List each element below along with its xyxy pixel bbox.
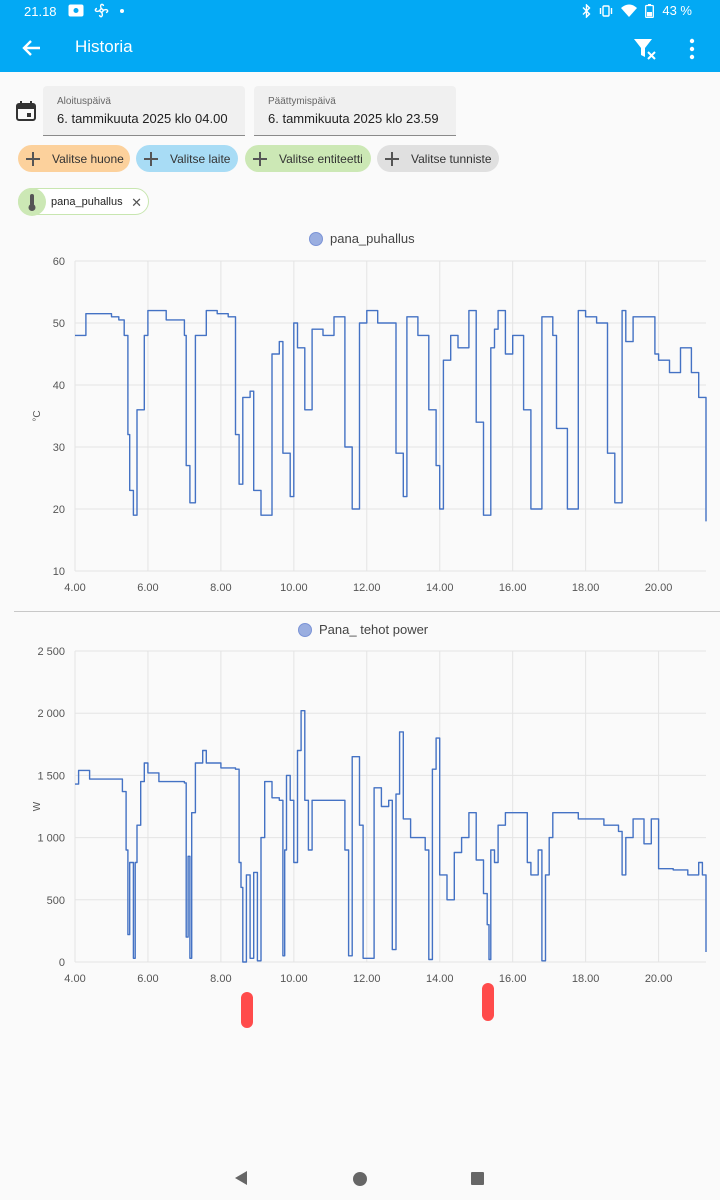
nav-back-icon[interactable]: [234, 1170, 248, 1186]
calendar-icon: [16, 101, 36, 121]
add-icon: [144, 151, 158, 166]
red-annotation-mark: [241, 992, 253, 1028]
x-tick-label: 20.00: [645, 582, 673, 594]
add-icon: [26, 151, 40, 166]
chart2-legend[interactable]: Pana_ tehot power: [298, 622, 428, 637]
chart1-legend[interactable]: pana_puhallus: [309, 231, 415, 246]
y-tick-label: 30: [53, 442, 65, 454]
y-tick-label: 40: [53, 380, 65, 392]
series-line-2: [75, 710, 707, 963]
x-tick-label: 18.00: [572, 973, 600, 985]
select-room-chip[interactable]: Valitse huone: [18, 145, 130, 172]
select-device-chip[interactable]: Valitse laite: [136, 145, 238, 172]
y-tick-label: 20: [53, 504, 65, 516]
nav-home-icon[interactable]: [353, 1172, 367, 1186]
x-tick-label: 14.00: [426, 973, 454, 985]
select-room-label: Valitse huone: [52, 151, 124, 166]
wifi-icon: [621, 4, 638, 17]
x-tick-label: 12.00: [353, 973, 381, 985]
x-tick-label: 20.00: [645, 973, 673, 985]
x-tick-label: 6.00: [137, 973, 158, 985]
x-tick-label: 18.00: [572, 582, 600, 594]
cast-icon: [68, 4, 84, 17]
y-tick-label: 1 500: [37, 770, 65, 782]
x-tick-label: 4.00: [64, 582, 85, 594]
selected-entity-name: pana_puhallus: [51, 196, 123, 208]
select-device-label: Valitse laite: [170, 151, 231, 166]
y-tick-label: 2 000: [37, 708, 65, 720]
y-axis-label: °C: [32, 410, 43, 421]
y-tick-label: 500: [47, 895, 65, 907]
y-tick-label: 0: [59, 957, 65, 969]
x-tick-label: 16.00: [499, 582, 527, 594]
y-tick-label: 10: [53, 566, 65, 578]
x-tick-label: 12.00: [353, 582, 381, 594]
end-date-value: 6. tammikuuta 2025 klo 23.59: [268, 111, 439, 126]
x-tick-label: 6.00: [137, 582, 158, 594]
more-options-icon[interactable]: [686, 36, 698, 62]
fan-icon: [94, 3, 109, 18]
add-icon: [385, 151, 399, 166]
history-charts: 60 50 40 30 20 10 4.00 6.00 8.00 10.00 12.00 14.00 1…: [32, 256, 707, 985]
x-tick-label: 8.00: [210, 582, 231, 594]
clear-filter-icon[interactable]: [632, 36, 658, 62]
series-line-1: [75, 309, 707, 522]
start-date-field[interactable]: Aloituspäivä 6. tammikuuta 2025 klo 04.0…: [43, 86, 245, 136]
x-tick-label: 16.00: [499, 973, 527, 985]
vibrate-icon: [600, 4, 613, 17]
chart1-legend-label: pana_puhallus: [330, 231, 415, 246]
battery-icon: [645, 3, 655, 18]
selected-entity-chip[interactable]: pana_puhallus ✕: [18, 188, 149, 216]
end-date-label: Päättymispäivä: [268, 96, 336, 107]
back-arrow-icon[interactable]: [18, 34, 46, 62]
legend-dot: [309, 231, 323, 246]
chart2-legend-label: Pana_ tehot power: [319, 622, 429, 637]
nav-recents-icon[interactable]: [471, 1172, 484, 1185]
entity-avatar: [18, 188, 46, 216]
x-tick-label: 4.00: [64, 973, 85, 985]
start-date-label: Aloituspäivä: [57, 96, 111, 107]
status-time: 21.18: [24, 4, 57, 19]
app-bar: Historia: [0, 24, 720, 72]
select-entity-chip[interactable]: Valitse entiteetti: [245, 145, 371, 172]
red-annotation-mark: [482, 983, 494, 1021]
end-date-field[interactable]: Päättymispäivä 6. tammikuuta 2025 klo 23…: [254, 86, 456, 136]
x-tick-label: 10.00: [280, 582, 308, 594]
x-tick-label: 8.00: [210, 973, 231, 985]
chart-divider: [14, 611, 720, 612]
y-tick-label: 2 500: [37, 646, 65, 658]
y-tick-label: 60: [53, 256, 65, 268]
remove-entity-icon[interactable]: ✕: [131, 195, 142, 210]
add-icon: [253, 151, 267, 166]
status-bar: 21.18 43 %: [0, 0, 720, 24]
page-title: Historia: [75, 37, 133, 56]
legend-dot: [298, 622, 312, 637]
start-date-value: 6. tammikuuta 2025 klo 04.00: [57, 111, 228, 126]
thermometer-icon: [28, 194, 36, 211]
x-tick-label: 14.00: [426, 582, 454, 594]
y-tick-label: 50: [53, 318, 65, 330]
select-label-chip[interactable]: Valitse tunniste: [377, 145, 499, 172]
system-nav-bar: [0, 1160, 720, 1200]
y-axis-label: W: [32, 801, 43, 811]
y-tick-label: 1 000: [37, 833, 65, 845]
bluetooth-icon: [582, 3, 591, 18]
battery-level: 43 %: [662, 3, 692, 18]
select-label-label: Valitse tunniste: [411, 151, 492, 166]
x-tick-label: 10.00: [280, 973, 308, 985]
dot-icon: [120, 8, 124, 13]
select-entity-label: Valitse entiteetti: [279, 151, 363, 166]
